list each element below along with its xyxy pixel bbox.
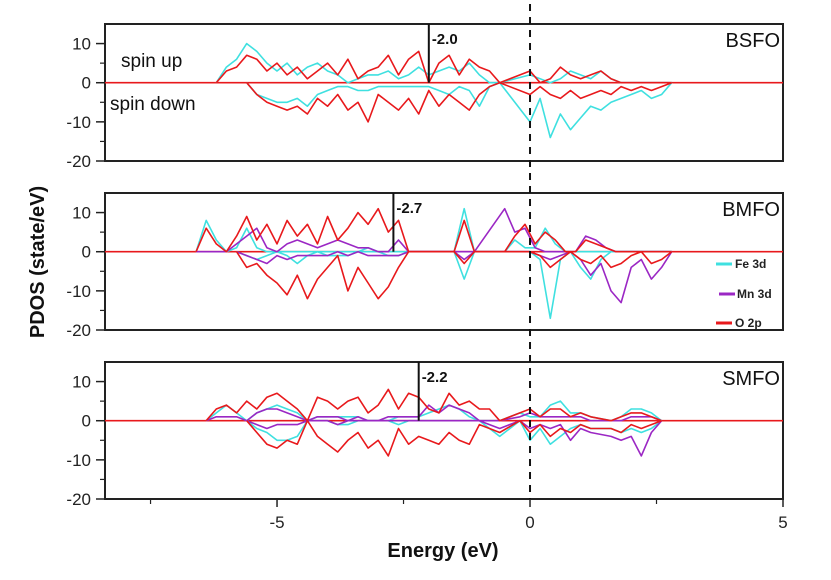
plot-frame <box>104 361 784 500</box>
series-o-2p-up <box>215 50 672 84</box>
series-mn-3d-up <box>205 404 662 422</box>
panels: 10 0 -10 -20 -2.0 BSFO 10 0 -10 -20 -2.7 BMFO 10 0 -10… <box>66 23 784 509</box>
y-tick-label: -10 <box>66 451 91 470</box>
y-tick-label: -10 <box>66 113 91 132</box>
y-tick-label: -20 <box>66 152 91 171</box>
y-tick-label: -10 <box>66 282 91 301</box>
panel-bmfo: 10 0 -10 -20 -2.7 BMFO <box>66 192 784 340</box>
y-tick-label: -20 <box>66 490 91 509</box>
spin-up-label: spin up <box>121 51 182 72</box>
y-tick-label: 0 <box>82 243 91 262</box>
plot-frame <box>104 192 784 331</box>
legend-label-o-2p: O 2p <box>735 316 762 330</box>
x-tick-labels: -5 0 5 <box>269 513 787 532</box>
band-edge-label: -2.2 <box>422 369 448 386</box>
series-mn-3d-down <box>246 419 663 457</box>
panel-name-label: BMFO <box>722 199 780 221</box>
legend: Fe 3d Mn 3d O 2p <box>716 257 772 330</box>
panel-name-label: SMFO <box>722 368 780 390</box>
panel-smfo: 10 0 -10 -20 -2.2 SMFO <box>66 361 784 509</box>
legend-label-fe-3d: Fe 3d <box>735 257 766 271</box>
x-tick-label: -5 <box>269 513 284 532</box>
panel-name-label: BSFO <box>726 30 780 52</box>
y-tick-label: 0 <box>82 74 91 93</box>
series-o-2p-down <box>235 250 673 300</box>
series-o-2p-down <box>246 419 662 457</box>
y-tick-label: -20 <box>66 321 91 340</box>
series-o-2p-up <box>205 388 662 422</box>
x-tick-label: 5 <box>778 513 787 532</box>
y-axis-title: PDOS (state/eV) <box>27 186 49 338</box>
legend-label-mn-3d: Mn 3d <box>737 287 772 301</box>
x-tick-label: 0 <box>525 513 534 532</box>
panel-bsfo: 10 0 -10 -20 -2.0 BSFO <box>66 23 784 171</box>
y-tick-label: 0 <box>82 412 91 431</box>
spin-down-label: spin down <box>110 94 196 115</box>
series-o-2p-down <box>246 81 672 123</box>
band-edge-label: -2.0 <box>432 31 458 48</box>
y-tick-label: 10 <box>72 373 91 392</box>
band-edge-label: -2.7 <box>396 200 422 217</box>
y-tick-label: 10 <box>72 35 91 54</box>
y-tick-label: 10 <box>72 204 91 223</box>
x-axis-title: Energy (eV) <box>387 540 498 562</box>
